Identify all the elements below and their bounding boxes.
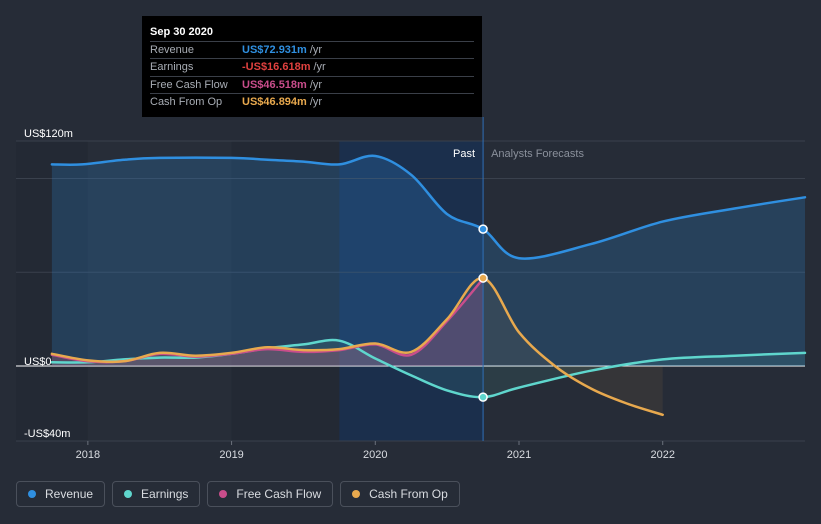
tooltip-row-cash-from-op: Cash From Op US$46.894m /yr	[150, 93, 474, 110]
earnings-marker	[478, 392, 488, 402]
earnings-area	[51, 340, 805, 398]
legend-label: Revenue	[45, 487, 94, 501]
forecast-label: Analysts Forecasts	[491, 148, 584, 160]
year-band	[231, 141, 340, 441]
year-band	[16, 141, 88, 441]
legend-dot-icon	[124, 490, 133, 498]
revenue-line	[50, 154, 807, 260]
x-axis-label: 2019	[219, 449, 243, 461]
x-axis-label: 2021	[507, 449, 531, 461]
legend-label: Earnings	[141, 487, 189, 501]
tooltip-unit: /yr	[309, 96, 323, 108]
earnings-line	[50, 338, 807, 399]
gridlines	[16, 140, 805, 442]
tooltip-unit: /yr	[313, 61, 326, 73]
year-band	[87, 141, 232, 441]
x-axis-label: 2022	[650, 449, 674, 461]
past-label: Past	[453, 148, 475, 160]
tooltip-row-revenue: Revenue US$72.931m /yr	[150, 40, 474, 58]
series-lines	[50, 117, 807, 441]
legend-dot-icon	[28, 490, 36, 498]
tooltip-date: Sep 30 2020	[150, 26, 213, 38]
axis-labels: US$120m US$0 -US$40m 2018 2019 2020 2021 2022 Pa…	[24, 128, 675, 461]
tooltip-row-earnings: Earnings -US$16.618m /yr	[150, 58, 474, 75]
tooltip-label: Cash From Op	[150, 96, 223, 108]
legend-label: Free Cash Flow	[236, 487, 322, 501]
legend-dot-icon	[352, 490, 361, 498]
cfo-marker	[478, 273, 488, 283]
revenue-area	[51, 155, 805, 366]
tooltip-label: Free Cash Flow	[150, 78, 228, 91]
tooltip-value: US$72.931m	[242, 43, 307, 56]
y-axis-label: US$0	[24, 356, 52, 368]
tooltip-value: -US$16.618m	[242, 61, 311, 73]
tooltip-unit: /yr	[309, 43, 323, 56]
cfo-line	[50, 276, 664, 417]
chart-legend: Revenue Earnings Free Cash Flow Cash Fro…	[16, 481, 460, 507]
tooltip-value: US$46.894m	[242, 96, 307, 108]
tooltip-label: Revenue	[150, 43, 195, 56]
legend-item-free-cash-flow[interactable]: Free Cash Flow	[207, 481, 334, 507]
legend-item-revenue[interactable]: Revenue	[16, 481, 106, 507]
y-axis-label: -US$40m	[24, 428, 70, 440]
revenue-marker	[478, 224, 488, 234]
legend-item-earnings[interactable]: Earnings	[112, 481, 201, 507]
legend-item-cash-from-op[interactable]: Cash From Op	[340, 481, 460, 507]
fcf-area	[51, 278, 484, 366]
highlight-band	[339, 141, 484, 441]
tooltip-row-free-cash-flow: Free Cash Flow US$46.518m /yr	[150, 75, 474, 93]
y-axis-label: US$120m	[24, 128, 73, 140]
tooltip: Sep 30 2020 Revenue US$72.931m /yr Earni…	[142, 16, 482, 117]
tooltip-value: US$46.518m	[242, 78, 307, 91]
x-axis-label: 2018	[76, 449, 100, 461]
tooltip-label: Earnings	[150, 61, 194, 73]
legend-label: Cash From Op	[369, 487, 448, 501]
hover-markers	[478, 224, 488, 402]
tooltip-unit: /yr	[309, 78, 323, 91]
legend-dot-icon	[219, 490, 228, 498]
x-axis-label: 2020	[363, 449, 387, 461]
chart-background-bands	[16, 141, 484, 441]
